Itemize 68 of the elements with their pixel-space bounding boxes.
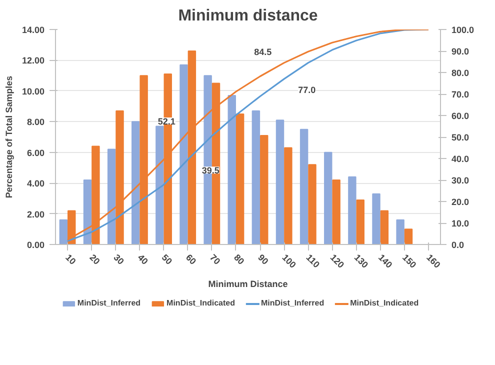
y2-tick-label: 80.0 <box>452 68 470 78</box>
x-tick-label: 40 <box>136 252 150 266</box>
bar <box>332 180 340 244</box>
y2-tick-label: 20.0 <box>452 197 470 207</box>
bar <box>132 121 140 244</box>
y-tick-label: 12.00 <box>22 56 45 66</box>
bar <box>380 210 389 244</box>
data-label: 77.0 <box>298 84 316 95</box>
data-label: 39.5 <box>202 166 220 176</box>
x-tick-label: 60 <box>184 252 198 266</box>
x-tick-label: 50 <box>160 252 174 266</box>
chart-title: Minimum distance <box>178 8 318 24</box>
bar <box>348 176 356 244</box>
legend-label: MinDist_Indicated <box>166 298 235 308</box>
x-axis-title: Minimum Distance <box>208 279 288 290</box>
x-tick-label: 30 <box>112 252 126 266</box>
bar <box>156 126 164 244</box>
x-tick-label: 10 <box>64 252 78 266</box>
x-tick-label: 160 <box>424 252 442 270</box>
bar <box>356 199 364 244</box>
y2-tick-label: 100.0 <box>452 25 474 35</box>
bar <box>236 113 244 244</box>
bar <box>107 148 116 244</box>
y2-tick-label: 90.0 <box>452 46 470 56</box>
y2-tick-label: 40.0 <box>452 154 470 164</box>
legend-label: MinDist_Inferred <box>77 298 141 308</box>
x-tick-label: 80 <box>232 252 246 266</box>
x-tick-label: 90 <box>256 252 270 266</box>
bar <box>260 134 268 244</box>
y-tick-label: 8.00 <box>26 117 45 128</box>
y2-tick-label: 30.0 <box>452 176 470 186</box>
y-tick-label: 4.00 <box>26 178 45 189</box>
bar <box>276 120 284 244</box>
y2-tick-label: 60.0 <box>452 111 470 121</box>
bar <box>284 147 292 244</box>
y-tick-label: 2.00 <box>26 209 45 220</box>
legend-label: MinDist_Inferred <box>261 298 324 308</box>
bar <box>180 64 188 244</box>
bar <box>59 219 68 244</box>
y-axis-title: Percentage of Total Samples <box>4 76 14 198</box>
bar <box>308 164 316 244</box>
x-tick-label: 120 <box>328 252 346 270</box>
y2-tick-label: 50.0 <box>452 132 470 142</box>
y2-tick-label: 70.0 <box>452 90 470 100</box>
legend-label: MinDist_Indicated <box>350 298 419 308</box>
y-tick-label: 10.00 <box>22 86 45 96</box>
bar <box>404 228 413 244</box>
x-tick-label: 20 <box>88 252 102 266</box>
bar <box>372 193 380 244</box>
x-tick-label: 110 <box>304 252 322 270</box>
bar <box>83 180 92 244</box>
bar <box>396 219 404 244</box>
y2-tick-label: 10.0 <box>452 218 470 228</box>
bar <box>324 152 332 244</box>
bar <box>228 95 236 244</box>
y-tick-label: 14.00 <box>22 25 45 35</box>
x-tick-label: 100 <box>280 252 298 270</box>
y2-tick-label: 0.0 <box>452 240 464 250</box>
x-tick-label: 70 <box>208 252 222 266</box>
y-tick-label: 6.00 <box>26 148 45 158</box>
x-tick-label: 150 <box>400 252 418 270</box>
data-label: 84.5 <box>254 46 272 57</box>
x-tick-label: 130 <box>352 252 370 270</box>
y-tick-label: 0.00 <box>26 240 45 250</box>
x-tick-label: 140 <box>376 252 394 270</box>
bar <box>300 128 308 244</box>
bar <box>252 110 260 244</box>
data-label: 52.1 <box>158 116 176 126</box>
